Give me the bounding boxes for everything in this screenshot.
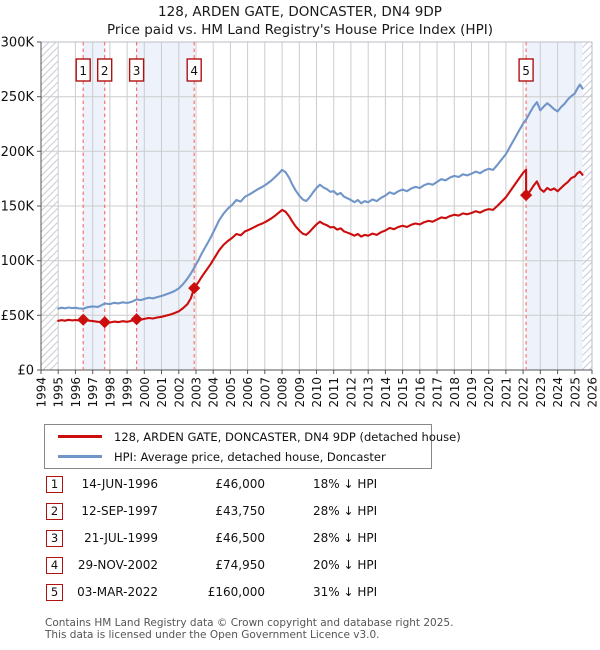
svg-text:£150K: £150K: [0, 200, 34, 215]
transaction-price: £46,500: [215, 531, 265, 545]
svg-text:2023: 2023: [534, 377, 548, 408]
transaction-number-badge: 2: [46, 503, 63, 520]
transaction-price: £74,950: [215, 558, 265, 572]
svg-text:2010: 2010: [310, 377, 324, 408]
svg-text:1999: 1999: [121, 377, 135, 408]
svg-text:1997: 1997: [86, 377, 100, 408]
svg-text:£50K: £50K: [1, 309, 35, 324]
axes: [37, 41, 593, 374]
price-chart: 12 3 4 5 £0 £50K £100K £150K £200K £250K £300K 1994…: [0, 36, 600, 408]
page-subtitle: Price paid vs. HM Land Registry's House …: [107, 22, 493, 38]
transaction-vs-hpi: 31% ↓ HPI: [313, 585, 378, 599]
svg-text:2008: 2008: [276, 377, 290, 408]
transaction-row: 2 12-SEP-1997 £43,750 28% ↓ HPI: [0, 503, 600, 521]
svg-text:2011: 2011: [327, 377, 341, 408]
chart-legend: 128, ARDEN GATE, DONCASTER, DN4 9DP (det…: [44, 424, 461, 469]
sale-diamond-3: [130, 313, 143, 326]
svg-text:2017: 2017: [431, 377, 445, 408]
license-line: Contains HM Land Registry data © Crown c…: [45, 617, 454, 629]
svg-text:2003: 2003: [190, 377, 204, 408]
transaction-vs-hpi: 28% ↓ HPI: [313, 504, 378, 518]
transaction-row: 4 29-NOV-2002 £74,950 20% ↓ HPI: [0, 557, 600, 575]
x-axis-labels: 1994 1995 1996 1997 1998 1999 2000 2001 2002 2003…: [35, 377, 600, 408]
svg-text:1998: 1998: [103, 377, 117, 408]
svg-text:2012: 2012: [344, 377, 358, 408]
svg-text:1996: 1996: [69, 377, 83, 408]
svg-text:2016: 2016: [413, 377, 427, 408]
svg-text:2026: 2026: [586, 377, 600, 408]
transaction-number-badge: 3: [46, 530, 63, 547]
legend-row-price-paid: 128, ARDEN GATE, DONCASTER, DN4 9DP (det…: [45, 429, 461, 445]
transaction-date: 12-SEP-1997: [81, 504, 158, 518]
transaction-row: 1 14-JUN-1996 £46,000 18% ↓ HPI: [0, 476, 600, 494]
hpi-line: [57, 83, 584, 310]
transaction-price: £43,750: [215, 504, 265, 518]
hpi-line-swatch: [58, 455, 102, 458]
svg-text:2020: 2020: [482, 377, 496, 408]
y-axis-labels: £0 £50K £100K £150K £200K £250K £300K: [0, 36, 34, 379]
svg-text:£200K: £200K: [0, 145, 34, 160]
transaction-vs-hpi: 28% ↓ HPI: [313, 531, 378, 545]
transaction-date: 29-NOV-2002: [77, 558, 158, 572]
transaction-date: 14-JUN-1996: [81, 477, 158, 491]
svg-text:2019: 2019: [465, 377, 479, 408]
svg-text:5: 5: [522, 64, 530, 78]
legend-label: 128, ARDEN GATE, DONCASTER, DN4 9DP (det…: [114, 429, 461, 444]
svg-text:2013: 2013: [362, 377, 376, 408]
svg-text:2005: 2005: [224, 377, 238, 408]
legend-label: HPI: Average price, detached house, Donc…: [114, 449, 386, 464]
transaction-price: £160,000: [207, 585, 265, 599]
svg-text:£0: £0: [17, 364, 34, 379]
svg-text:2015: 2015: [396, 377, 410, 408]
price-paid-line-swatch: [58, 435, 102, 438]
transaction-date: 21-JUL-1999: [84, 531, 158, 545]
transaction-number-badge: 1: [46, 476, 63, 493]
svg-text:2014: 2014: [379, 377, 393, 408]
svg-text:£100K: £100K: [0, 254, 34, 269]
price-paid-line: [57, 168, 584, 324]
transaction-row: 5 03-MAR-2022 £160,000 31% ↓ HPI: [0, 584, 600, 602]
license-footer: Contains HM Land Registry data © Crown c…: [45, 617, 585, 641]
svg-text:1: 1: [79, 64, 87, 78]
transaction-vs-hpi: 20% ↓ HPI: [313, 558, 378, 572]
svg-text:2022: 2022: [517, 377, 531, 408]
transaction-row: 3 21-JUL-1999 £46,500 28% ↓ HPI: [0, 530, 600, 548]
svg-text:2: 2: [101, 64, 109, 78]
svg-text:2004: 2004: [207, 377, 221, 408]
transaction-number-badge: 4: [46, 557, 63, 574]
license-line: This data is licensed under the Open Gov…: [45, 629, 380, 641]
svg-text:£250K: £250K: [0, 90, 34, 105]
svg-text:2025: 2025: [568, 377, 582, 408]
svg-text:2009: 2009: [293, 377, 307, 408]
svg-text:1994: 1994: [35, 377, 49, 408]
transaction-vs-hpi: 18% ↓ HPI: [313, 477, 378, 491]
svg-text:2021: 2021: [499, 377, 513, 408]
svg-text:2000: 2000: [138, 377, 152, 408]
sale-diamond-4: [188, 282, 201, 295]
transaction-number-badge: 5: [46, 584, 63, 601]
transaction-date: 03-MAR-2022: [77, 585, 158, 599]
svg-text:4: 4: [190, 64, 198, 78]
svg-text:£300K: £300K: [0, 36, 34, 51]
svg-text:2006: 2006: [241, 377, 255, 408]
svg-text:2002: 2002: [172, 377, 186, 408]
transaction-price: £46,000: [215, 477, 265, 491]
svg-text:2001: 2001: [155, 377, 169, 408]
legend-row-hpi: HPI: Average price, detached house, Donc…: [45, 449, 431, 465]
svg-text:2018: 2018: [448, 377, 462, 408]
page-title: 128, ARDEN GATE, DONCASTER, DN4 9DP: [158, 4, 442, 20]
svg-text:2007: 2007: [258, 377, 272, 408]
svg-text:1995: 1995: [52, 377, 66, 408]
svg-text:3: 3: [133, 64, 141, 78]
svg-text:2024: 2024: [551, 377, 565, 408]
